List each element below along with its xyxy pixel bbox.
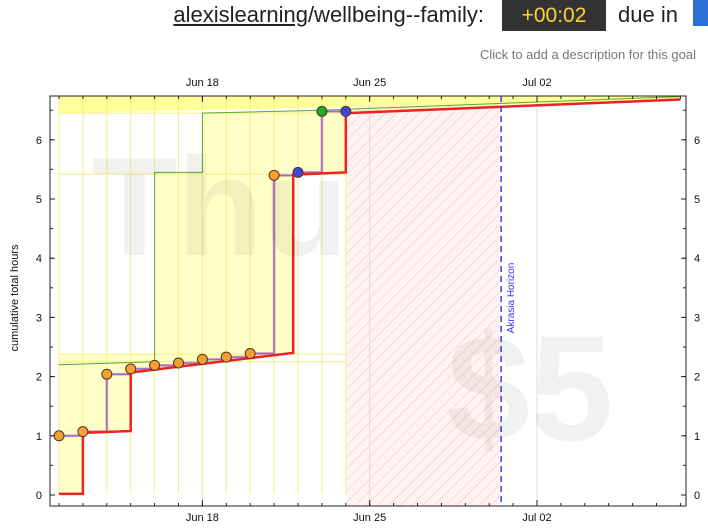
datapoint	[149, 359, 161, 371]
side-panel-tab[interactable]	[693, 0, 708, 26]
datapoint	[268, 169, 280, 181]
datapoint	[292, 166, 304, 178]
plot-frame	[49, 95, 687, 507]
datapoint	[77, 426, 89, 438]
x-tick-label: Jul 02	[522, 512, 551, 524]
header: alexislearning/wellbeing--family: +00:02…	[0, 0, 708, 62]
y-tick-label: 5	[36, 194, 42, 206]
day-watermark: Thu	[92, 128, 349, 285]
y-tick-label-right: 1	[694, 431, 700, 443]
datapoint	[316, 105, 328, 117]
y-tick-label-right: 4	[694, 253, 700, 265]
y-tick-label-right: 2	[694, 372, 700, 384]
y-tick-label: 6	[36, 135, 42, 147]
yellow-brick-road	[59, 96, 681, 494]
datapoint	[196, 353, 208, 365]
due-label: due in	[618, 2, 678, 27]
y-tick-label-right: 6	[694, 135, 700, 147]
y-tick-label: 2	[36, 372, 42, 384]
y-tick-label: 0	[36, 490, 42, 502]
x-tick-label-top: Jun 25	[353, 77, 386, 89]
add-description-link[interactable]: Click to add a description for this goal	[479, 47, 696, 62]
datapoint	[340, 105, 352, 117]
datapoint	[173, 357, 184, 369]
y-tick-label-right: 0	[694, 490, 700, 502]
y-tick-label: 3	[36, 312, 42, 324]
datapoint	[53, 430, 65, 442]
deadline-timer: +00:02	[502, 0, 606, 31]
goal-slug: /wellbeing--family:	[307, 2, 484, 27]
y-tick-label-right: 3	[694, 312, 700, 324]
goal-title: alexislearning/wellbeing--family:	[173, 2, 484, 28]
road-top-strip	[59, 96, 681, 114]
y-tick-label: 1	[36, 431, 42, 443]
x-tick-label-top: Jul 02	[522, 77, 551, 89]
y-axis-label: cumulative total hours	[9, 244, 21, 351]
datapoint	[101, 368, 113, 380]
datapoint	[244, 348, 256, 360]
y-tick-label-right: 5	[694, 194, 700, 206]
x-tick-label: Jun 18	[186, 512, 219, 524]
y-tick-label: 4	[36, 253, 42, 265]
safety-region	[345, 96, 502, 506]
username-link[interactable]: alexislearning	[173, 2, 308, 27]
bright-red-line	[59, 98, 681, 496]
safety-watermark: $5	[447, 304, 614, 472]
x-tick-label: Jun 25	[353, 512, 386, 524]
akrasia-horizon-label: Akrasia Horizon	[506, 263, 517, 334]
datapoint	[125, 363, 137, 375]
x-tick-label-top: Jun 18	[186, 77, 219, 89]
datapoint	[220, 351, 232, 363]
